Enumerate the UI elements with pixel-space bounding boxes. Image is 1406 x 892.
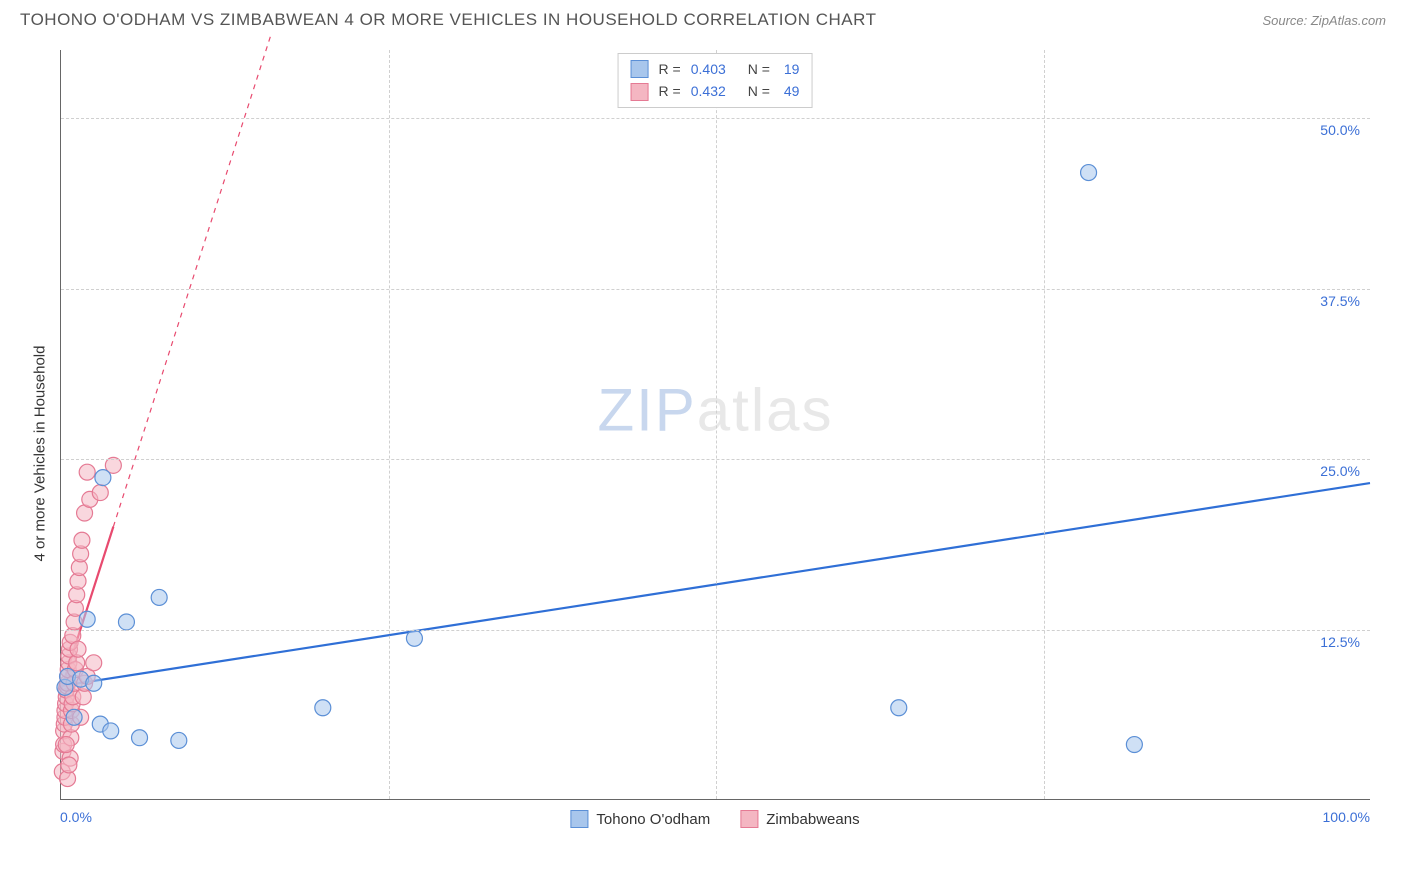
scatter-point — [86, 675, 102, 691]
chart-header: TOHONO O'ODHAM VS ZIMBABWEAN 4 OR MORE V… — [0, 0, 1406, 35]
gridline-v — [716, 50, 717, 799]
r-value: 0.403 — [691, 58, 726, 80]
scatter-point — [86, 655, 102, 671]
scatter-point — [66, 709, 82, 725]
chart-container: 4 or more Vehicles in Household ZIPatlas… — [50, 50, 1380, 840]
y-tick-label: 25.0% — [1320, 463, 1360, 479]
scatter-point — [891, 700, 907, 716]
legend-swatch — [631, 60, 649, 78]
scatter-point — [92, 485, 108, 501]
scatter-point — [1126, 737, 1142, 753]
scatter-point — [132, 730, 148, 746]
series-legend-label: Tohono O'odham — [596, 811, 710, 828]
r-value: 0.432 — [691, 80, 726, 102]
scatter-point — [79, 464, 95, 480]
gridline-v — [1044, 50, 1045, 799]
legend-swatch — [631, 83, 649, 101]
scatter-point — [151, 589, 167, 605]
correlation-legend: R = 0.403 N = 19 R = 0.432 N = 49 — [618, 53, 813, 108]
scatter-point — [70, 641, 86, 657]
n-label: N = — [748, 80, 770, 102]
scatter-point — [103, 723, 119, 739]
x-tick-label: 0.0% — [60, 809, 92, 825]
series-legend-item: Tohono O'odham — [570, 810, 710, 828]
correlation-legend-row: R = 0.432 N = 49 — [631, 80, 800, 102]
series-legend: Tohono O'odham Zimbabweans — [570, 810, 859, 828]
chart-title: TOHONO O'ODHAM VS ZIMBABWEAN 4 OR MORE V… — [20, 10, 876, 30]
legend-swatch — [570, 810, 588, 828]
n-value: 49 — [780, 80, 799, 102]
scatter-point — [79, 611, 95, 627]
r-label: R = — [659, 58, 681, 80]
trend-line-extrapolated — [113, 36, 270, 526]
scatter-point — [74, 532, 90, 548]
scatter-point — [95, 470, 111, 486]
y-tick-label: 12.5% — [1320, 634, 1360, 650]
correlation-legend-row: R = 0.403 N = 19 — [631, 58, 800, 80]
r-label: R = — [659, 80, 681, 102]
scatter-point — [1081, 165, 1097, 181]
x-tick-label: 100.0% — [1323, 809, 1370, 825]
y-tick-label: 37.5% — [1320, 293, 1360, 309]
legend-swatch — [740, 810, 758, 828]
scatter-point — [315, 700, 331, 716]
series-legend-item: Zimbabweans — [740, 810, 859, 828]
scatter-point — [406, 630, 422, 646]
scatter-point — [58, 737, 74, 753]
gridline-v — [389, 50, 390, 799]
scatter-point — [171, 732, 187, 748]
plot-area: ZIPatlas 12.5%25.0%37.5%50.0% — [60, 50, 1370, 800]
n-value: 19 — [780, 58, 799, 80]
chart-source: Source: ZipAtlas.com — [1262, 13, 1386, 28]
y-tick-label: 50.0% — [1320, 122, 1360, 138]
scatter-point — [118, 614, 134, 630]
n-label: N = — [748, 58, 770, 80]
series-legend-label: Zimbabweans — [766, 811, 859, 828]
scatter-point — [61, 757, 77, 773]
y-axis-label: 4 or more Vehicles in Household — [32, 346, 49, 562]
